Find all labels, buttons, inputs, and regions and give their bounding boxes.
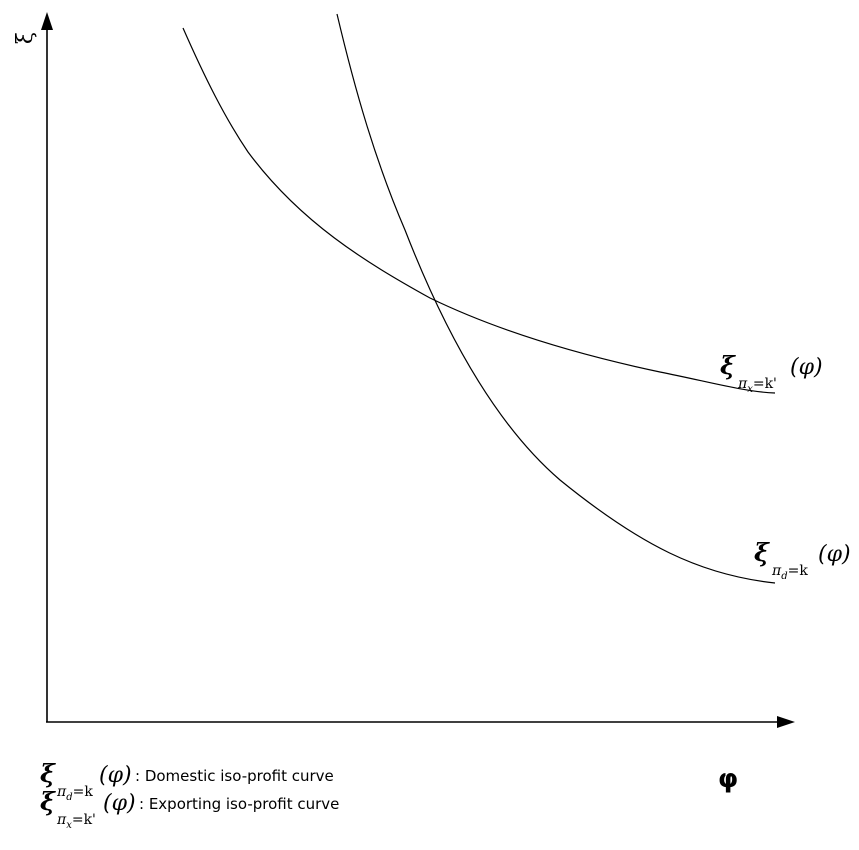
legend-exporting-argument: (φ) — [103, 791, 136, 816]
legend-exporting-subscript: πx=k' — [56, 812, 96, 831]
legend-domestic: ξ πd=k (φ) : Domestic iso-profit curve — [40, 759, 334, 803]
legend-exporting-subscript-var: x — [66, 820, 72, 831]
legend-domestic-argument: (φ) — [99, 763, 132, 788]
y-axis-arrowhead — [41, 12, 53, 30]
y-axis-label: ξ — [13, 32, 38, 44]
legend-exporting-subscript-rest: =k' — [72, 812, 96, 828]
domestic-curve-label: ξ πd=k (φ) — [754, 538, 851, 582]
legend-domestic-subscript-pi: π — [56, 784, 67, 800]
exporting-curve-label: ξ πx=k' (φ) — [720, 351, 823, 395]
domestic-iso-profit-curve — [336, 13, 776, 584]
legend-domestic-subscript: πd=k — [56, 784, 93, 803]
exporting-label-argument: (φ) — [790, 355, 823, 380]
exporting-label-symbol: ξ — [720, 351, 736, 380]
legend-exporting: ξ πx=k' (φ) : Exporting iso-profit curve — [40, 787, 339, 831]
domestic-subscript-rest: =k — [788, 563, 809, 579]
exporting-subscript-rest: =k' — [753, 376, 777, 392]
legend-exporting-symbol: ξ — [40, 787, 56, 816]
legend-domestic-symbol: ξ — [40, 759, 56, 788]
domestic-label-symbol: ξ — [754, 538, 770, 567]
domestic-subscript-var: d — [781, 571, 787, 582]
exporting-label-subscript: πx=k' — [737, 376, 777, 395]
legend-domestic-text: : Domestic iso-profit curve — [135, 767, 334, 785]
exporting-subscript-pi: π — [737, 376, 748, 392]
x-axis-label: φ — [718, 764, 738, 794]
exporting-subscript-var: x — [747, 384, 753, 395]
legend-exporting-subscript-pi: π — [56, 812, 67, 828]
exporting-iso-profit-curve — [182, 27, 776, 394]
x-axis-arrowhead — [777, 716, 795, 728]
legend-domestic-subscript-var: d — [66, 792, 72, 803]
domestic-subscript-pi: π — [771, 563, 782, 579]
domestic-label-subscript: πd=k — [771, 563, 808, 582]
legend-domestic-subscript-rest: =k — [73, 784, 94, 800]
legend-exporting-text: : Exporting iso-profit curve — [139, 795, 339, 813]
domestic-label-argument: (φ) — [818, 542, 851, 567]
